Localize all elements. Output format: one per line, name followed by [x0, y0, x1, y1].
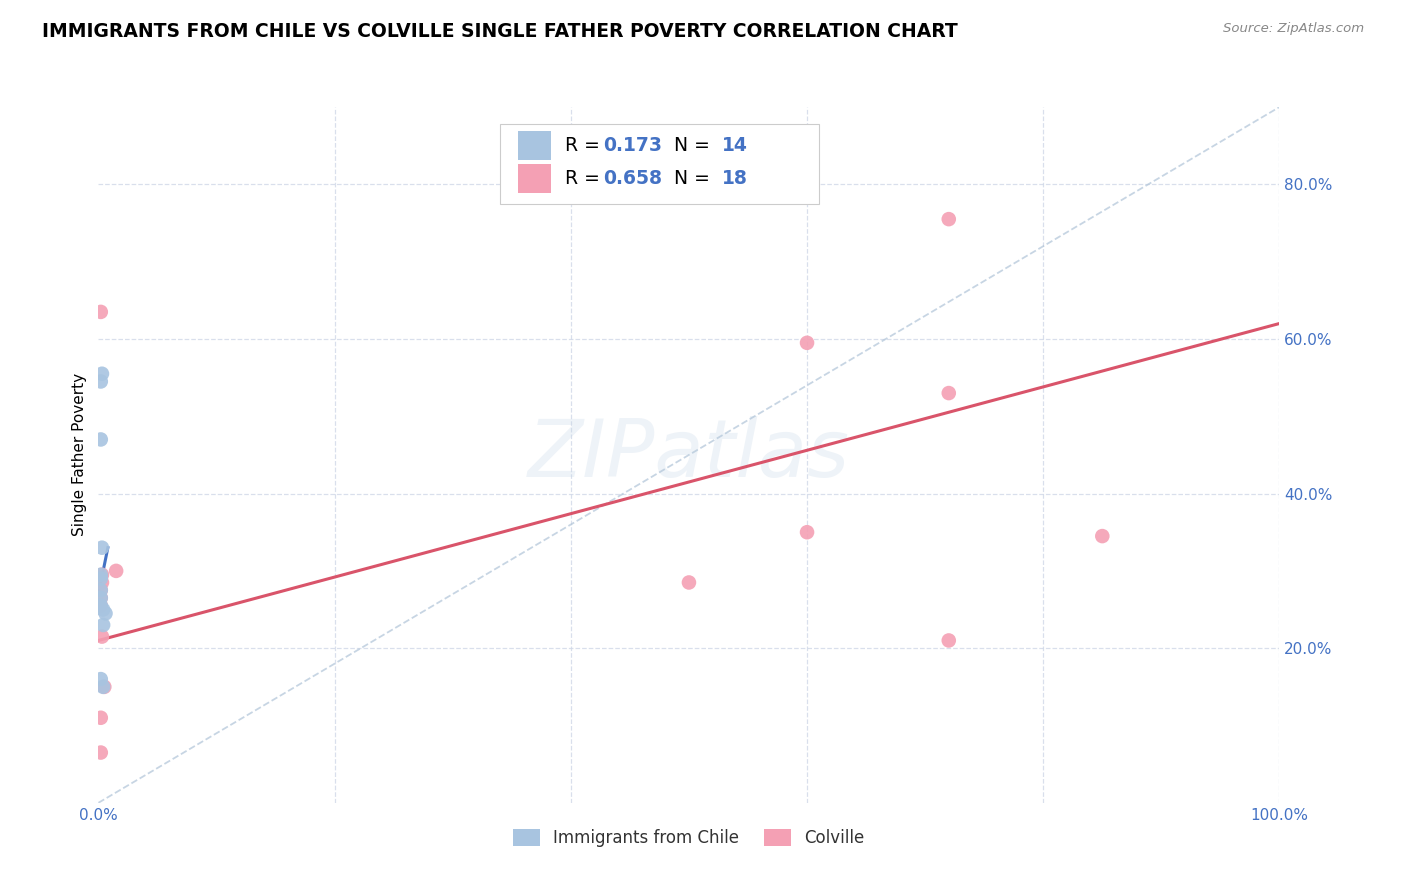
- Point: [90, 305, 112, 319]
- Point: [796, 335, 818, 350]
- Point: [938, 633, 960, 648]
- Point: [91, 567, 114, 582]
- Point: [91, 575, 114, 590]
- Point: [94, 607, 117, 621]
- Point: [938, 386, 960, 401]
- Point: [93, 680, 115, 694]
- Text: 0.658: 0.658: [603, 169, 662, 188]
- Text: 18: 18: [723, 169, 748, 188]
- Point: [90, 591, 112, 605]
- Text: Source: ZipAtlas.com: Source: ZipAtlas.com: [1223, 22, 1364, 36]
- Text: N =: N =: [662, 169, 716, 188]
- Text: N =: N =: [662, 136, 716, 155]
- Text: 0.173: 0.173: [603, 136, 662, 155]
- Point: [90, 599, 112, 613]
- FancyBboxPatch shape: [501, 124, 818, 204]
- Point: [91, 618, 114, 632]
- Point: [90, 583, 112, 598]
- Point: [90, 572, 112, 586]
- FancyBboxPatch shape: [517, 131, 551, 160]
- Point: [91, 602, 114, 616]
- Point: [90, 567, 112, 582]
- Text: IMMIGRANTS FROM CHILE VS COLVILLE SINGLE FATHER POVERTY CORRELATION CHART: IMMIGRANTS FROM CHILE VS COLVILLE SINGLE…: [42, 22, 957, 41]
- Point: [90, 375, 112, 389]
- Text: ZIPatlas: ZIPatlas: [527, 416, 851, 494]
- Point: [90, 711, 112, 725]
- Point: [1091, 529, 1114, 543]
- Point: [90, 591, 112, 605]
- Point: [938, 212, 960, 227]
- Legend: Immigrants from Chile, Colville: Immigrants from Chile, Colville: [506, 822, 872, 854]
- FancyBboxPatch shape: [517, 164, 551, 194]
- Point: [91, 630, 114, 644]
- Point: [105, 564, 128, 578]
- Text: R =: R =: [565, 169, 606, 188]
- Point: [678, 575, 700, 590]
- Point: [91, 680, 114, 694]
- Point: [90, 672, 112, 686]
- Point: [90, 433, 112, 447]
- Point: [91, 541, 114, 555]
- Point: [90, 746, 112, 760]
- Point: [90, 583, 112, 598]
- Text: R =: R =: [565, 136, 606, 155]
- Y-axis label: Single Father Poverty: Single Father Poverty: [72, 374, 87, 536]
- Point: [90, 599, 112, 613]
- Point: [796, 525, 818, 540]
- Point: [91, 367, 114, 381]
- Text: 14: 14: [723, 136, 748, 155]
